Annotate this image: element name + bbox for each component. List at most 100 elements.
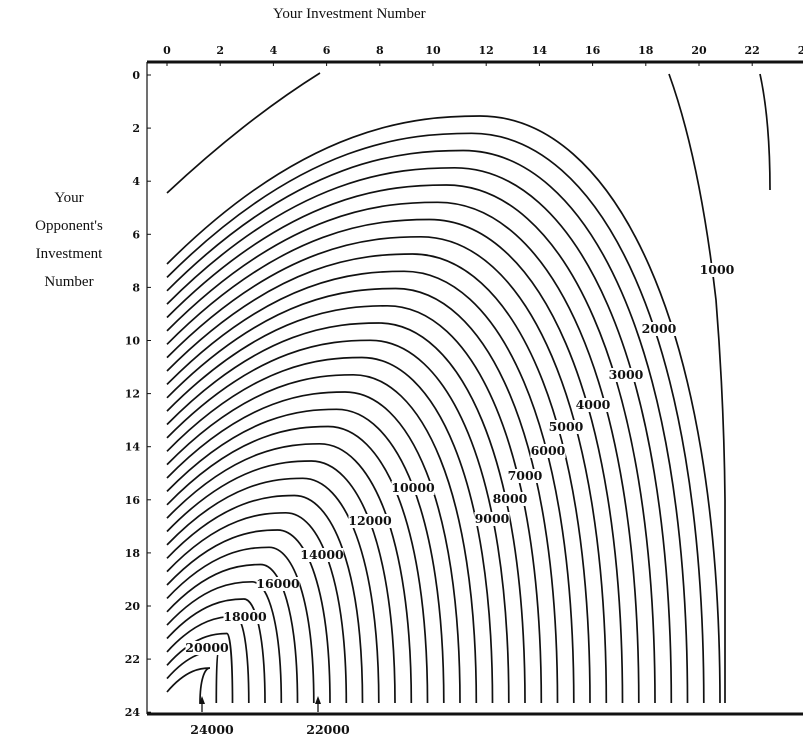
y-axis-title-line: Opponent's [35, 218, 103, 234]
y-axis-title: Your Opponent's Investment Number [8, 184, 130, 296]
contour-label: 14000 [300, 547, 344, 562]
contour-line [166, 72, 321, 194]
contour-label: 4000 [576, 397, 611, 412]
x-tick-label: 14 [532, 44, 548, 57]
bottom-annotations: 24000 22000 [190, 696, 350, 737]
contour-line [166, 356, 494, 704]
contour-line [166, 270, 575, 704]
x-tick-label: 2 [216, 44, 224, 57]
x-tick-label: 4 [270, 44, 278, 57]
y-tick-label: 12 [125, 388, 140, 401]
contour-line [166, 253, 591, 704]
contour-label-bg [699, 263, 735, 277]
contour-line [166, 391, 461, 704]
y-axis-title-line: Your [54, 190, 84, 206]
contour-line [166, 166, 673, 704]
y-tick-label: 20 [125, 600, 141, 613]
contour-line [166, 649, 220, 704]
contour-label: 12000 [348, 513, 392, 528]
contour-line [166, 115, 721, 704]
y-tick-label: 2 [132, 122, 140, 135]
contour-label: 18000 [223, 609, 267, 624]
y-tick-label: 4 [132, 175, 140, 188]
contour-label: 2000 [642, 321, 677, 336]
x-tick-label: 10 [425, 44, 441, 57]
bottom-contour-label: 24000 [190, 722, 234, 737]
contour-line [166, 149, 689, 704]
y-tick-label: 0 [132, 69, 140, 82]
contour-line [166, 580, 283, 704]
contour-label-bg [348, 514, 392, 528]
x-tick-label: 12 [479, 44, 494, 57]
y-tick-label: 10 [125, 335, 141, 348]
x-tick-label: 8 [376, 44, 384, 57]
x-tick-label: 24 [798, 44, 803, 57]
contour-line [166, 615, 250, 704]
contour-label-bg [492, 492, 528, 506]
contour-line [166, 322, 526, 704]
x-tick-label: 6 [323, 44, 331, 57]
contour-label-bg [548, 420, 584, 434]
contour-label-bg [530, 444, 566, 458]
contour-label: 20000 [185, 640, 229, 655]
y-axis-title-line: Investment [35, 246, 103, 262]
contour-line [166, 235, 608, 704]
contour-line [166, 304, 543, 704]
x-tick-label: 16 [585, 44, 601, 57]
contour-label: 8000 [493, 491, 528, 506]
y-tick-label: 24 [125, 706, 141, 719]
contour-line [166, 339, 510, 704]
contour-line [166, 425, 429, 704]
contour-line [166, 529, 331, 704]
contour-line [166, 184, 656, 704]
contour-lines [166, 72, 771, 704]
contour-label: 3000 [609, 367, 644, 382]
annotation-arrowhead [315, 696, 321, 704]
y-tick-label: 22 [125, 653, 140, 666]
x-tick-label: 18 [638, 44, 654, 57]
contour-labels: 1000 2000 3000 4000 5000 6000 7000 8000 9000 1000… [185, 262, 735, 655]
y-tick-label: 18 [125, 547, 141, 560]
contour-line [166, 408, 445, 704]
annotation-arrowhead [199, 696, 205, 704]
bottom-contour-label: 22000 [306, 722, 350, 737]
contour-label-bg [575, 398, 611, 412]
contour-label-bg [641, 322, 677, 336]
y-tick-label: 16 [125, 494, 141, 507]
contour-line [166, 201, 640, 704]
y-tick-label: 14 [125, 441, 141, 454]
contour-label-bg [256, 577, 300, 591]
contour-line [166, 563, 299, 704]
contour-line [166, 373, 478, 704]
contour-label: 10000 [391, 480, 435, 495]
contour-line [166, 460, 396, 704]
y-axis-title-line: Number [44, 274, 94, 290]
contour-label-bg [391, 481, 435, 495]
x-tick-label: 20 [691, 44, 707, 57]
contour-label: 7000 [508, 468, 543, 483]
contour-label-bg [474, 512, 510, 526]
x-axis-title: Your Investment Number [273, 6, 426, 22]
contour-line [759, 73, 771, 191]
contour-label-bg [300, 548, 344, 562]
contour-line [166, 132, 705, 704]
contour-label: 6000 [531, 443, 566, 458]
y-tick-label: 8 [132, 281, 140, 294]
contour-label-bg [507, 469, 543, 483]
contour-line-1000 [668, 73, 726, 703]
contour-label-bg [185, 641, 229, 655]
x-tick-label: 0 [163, 44, 171, 57]
contour-line [166, 218, 624, 704]
contour-line [166, 667, 211, 704]
contour-line [166, 598, 266, 704]
contour-line [166, 442, 413, 704]
contour-label: 5000 [549, 419, 584, 434]
contour-label: 9000 [475, 511, 510, 526]
contour-label: 16000 [256, 576, 300, 591]
contour-line [166, 494, 364, 704]
contour-label: 1000 [700, 262, 735, 277]
contour-line [166, 287, 559, 704]
contour-label-bg [223, 610, 267, 624]
